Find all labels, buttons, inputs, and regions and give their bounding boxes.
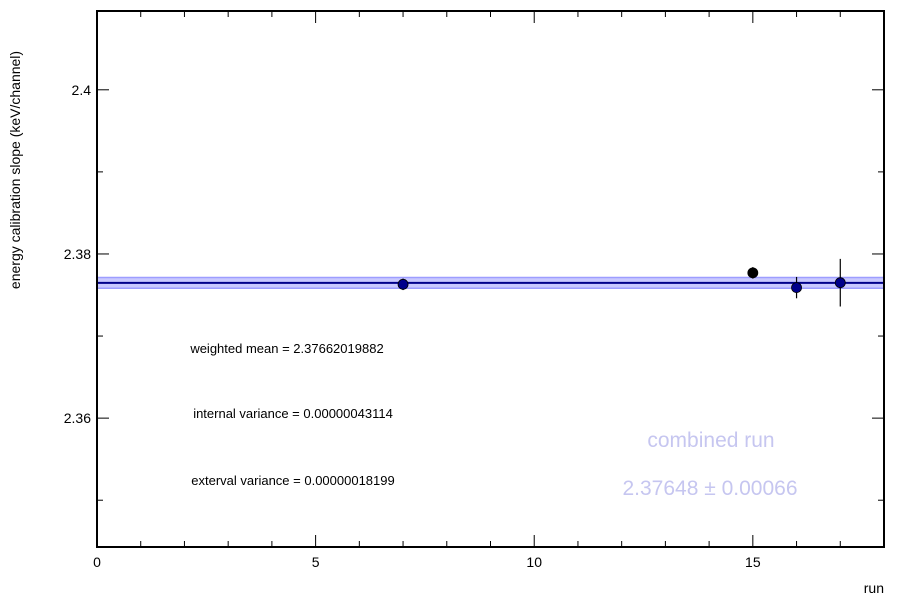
internal-variance-label: internal variance = 0.00000043114 [193, 406, 393, 421]
x-tick-label: 15 [745, 554, 761, 570]
y-tick-labels: 2.36 2.38 2.4 [64, 82, 91, 426]
y-tick-label: 2.36 [64, 410, 91, 426]
x-tick-labels: 0 5 10 15 [93, 554, 761, 570]
data-point [397, 278, 409, 290]
y-tick-label: 2.4 [72, 82, 92, 98]
x-tick-label: 5 [312, 554, 320, 570]
data-point [791, 282, 802, 294]
external-variance-label: exterval variance = 0.00000018199 [191, 473, 394, 488]
x-axis-title: run [864, 580, 884, 596]
weighted-mean-label: weighted mean = 2.37662019882 [189, 341, 383, 356]
data-point [747, 267, 759, 279]
combined-run-band [97, 276, 884, 290]
x-tick-label: 10 [526, 554, 542, 570]
data-point [834, 277, 846, 289]
x-tick-label: 0 [93, 554, 101, 570]
data-points [397, 258, 846, 307]
y-axis-title: energy calibration slope (keV/channel) [7, 51, 23, 289]
plot-frame [96, 10, 885, 548]
combined-run-label: combined run [647, 429, 774, 452]
y-tick-label: 2.38 [64, 246, 91, 262]
combined-run-value: 2.37648 ± 0.00066 [622, 477, 797, 500]
